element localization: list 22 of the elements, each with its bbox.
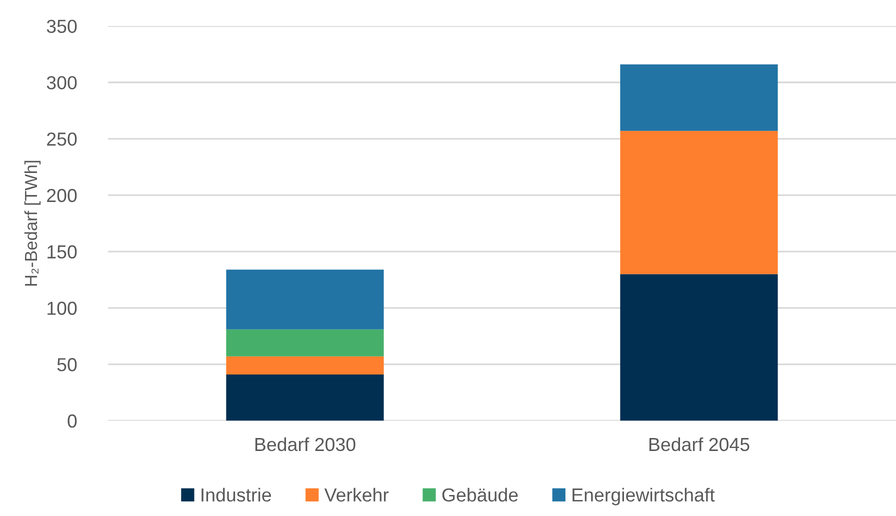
x-tick-label: Bedarf 2030: [255, 437, 356, 452]
y-tick-label: 200: [47, 188, 77, 202]
y-axis-title: H₂-Bedarf [TWh]: [24, 160, 41, 286]
y-tick-label: 250: [47, 132, 77, 146]
bar: [226, 329, 384, 356]
y-tick-label: 300: [46, 76, 77, 90]
bar: [620, 274, 778, 421]
bar: [226, 356, 384, 374]
legend-label: Industrie: [202, 488, 271, 502]
x-tick-label: Bedarf 2045: [649, 437, 750, 452]
bar: [620, 64, 778, 131]
y-tick-label: 50: [57, 358, 77, 372]
y-tick-label: 150: [48, 245, 77, 259]
bar: [620, 130, 778, 274]
legend-label: Energiewirtschaft: [572, 488, 715, 506]
y-tick-label: 350: [46, 20, 77, 33]
bar: [226, 374, 384, 421]
y-tick-label: 100: [48, 302, 77, 315]
y-tick-label: 0: [68, 414, 77, 428]
legend-label: Gebäude: [442, 488, 518, 502]
legend-label: Verkehr: [324, 488, 389, 502]
bar: [226, 270, 384, 330]
